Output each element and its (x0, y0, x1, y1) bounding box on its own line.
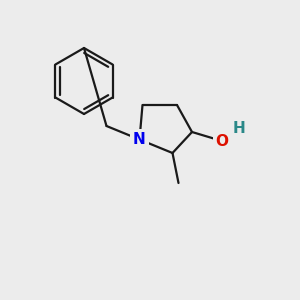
Text: H: H (232, 121, 245, 136)
Text: N: N (133, 132, 146, 147)
Text: O: O (215, 134, 229, 148)
